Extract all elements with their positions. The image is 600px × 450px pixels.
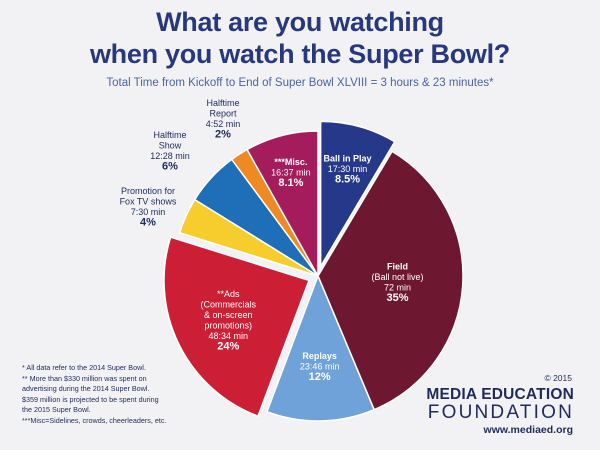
slice-time-label: 72 min xyxy=(384,282,411,292)
title-line-2: when you watch the Super Bowl? xyxy=(89,39,511,69)
org-name-line-2: FOUNDATION xyxy=(427,402,574,423)
pie-slice xyxy=(246,130,319,279)
slice-name-label: Halftime xyxy=(206,98,239,108)
slice-name-label: Halftime xyxy=(153,130,186,140)
slice-percent-label: 24% xyxy=(217,341,239,353)
title-line-1: What are you watching xyxy=(156,7,444,37)
slice-name-label: Report xyxy=(209,108,237,118)
website-link[interactable]: www.mediaed.org xyxy=(483,424,573,436)
footnote: $359 million is projected to be spent du… xyxy=(22,394,159,404)
footnote: ***Misc=Sidelines, crowds, cheerleaders,… xyxy=(22,415,167,425)
slice-name-label: & on-screen xyxy=(204,310,253,320)
slice-percent-label: 6% xyxy=(162,160,178,172)
slice-name-label: Show xyxy=(159,140,182,150)
slice-name-label: **Ads xyxy=(217,289,240,299)
footnotes: * All data refer to the 2014 Super Bowl.… xyxy=(22,363,242,427)
slice-percent-label: 12% xyxy=(309,371,331,383)
pie-slice xyxy=(163,236,310,418)
slice-time-label: 16:37 min xyxy=(271,168,311,178)
slice-name-label: ***Misc. xyxy=(274,157,307,167)
slice-percent-label: 4% xyxy=(140,216,156,228)
pie-slice xyxy=(266,273,376,422)
pie-slice xyxy=(319,120,396,270)
chart-title: What are you watching when you watch the… xyxy=(0,6,600,70)
slice-name-label: (Ball not live) xyxy=(372,272,424,282)
slice-time-label: 48:34 min xyxy=(208,331,248,341)
slice-name-label: promotions) xyxy=(204,321,252,331)
slice-time-label: 23:46 min xyxy=(300,361,340,371)
slice-time-label: 17:30 min xyxy=(328,164,368,174)
pie-slice xyxy=(317,150,464,411)
slice-name-label: Replays xyxy=(302,351,337,361)
slice-percent-label: 2% xyxy=(215,128,231,140)
copyright: © 2015 xyxy=(544,373,572,383)
slice-label: **Ads(Commercials& on-screenpromotions)4… xyxy=(200,289,256,353)
chart-subtitle: Total Time from Kickoff to End of Super … xyxy=(106,77,494,89)
slice-percent-label: 8.5% xyxy=(335,173,360,185)
footnote: the 2015 Super Bowl. xyxy=(22,405,91,415)
slice-percent-label: 8.1% xyxy=(278,177,303,189)
footnote: advertising during the 2014 Super Bowl. xyxy=(22,384,150,394)
slice-time-label: 12:28 min xyxy=(150,151,190,161)
slice-name-label: Promotion for xyxy=(121,186,175,196)
slice-time-label: 4:52 min xyxy=(206,119,241,129)
slice-name-label: Ball in Play xyxy=(324,153,372,163)
slice-name-label: (Commercials xyxy=(200,300,256,310)
org-name-line-1: MEDIA EDUCATION xyxy=(426,386,574,403)
slice-percent-label: 35% xyxy=(387,292,409,304)
footnote: * All data refer to the 2014 Super Bowl. xyxy=(22,363,146,372)
slice-time-label: 7:30 min xyxy=(131,207,166,217)
slice-name-label: Field xyxy=(387,261,408,271)
slice-name-label: Fox TV shows xyxy=(120,196,177,206)
footnote: ** More than $330 million was spent on xyxy=(22,373,147,383)
